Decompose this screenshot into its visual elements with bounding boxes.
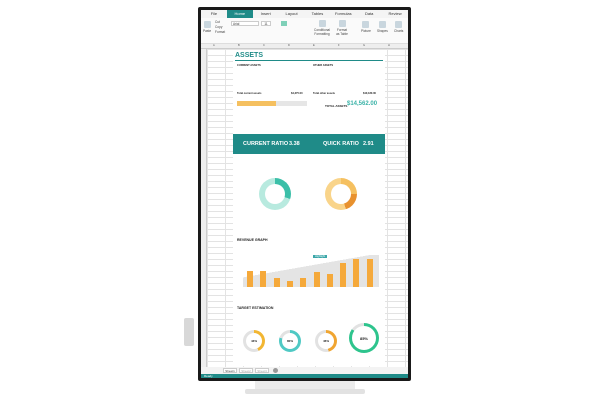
row-headers (201, 49, 207, 367)
revenue-bar (340, 263, 347, 287)
sheet-tabs-bar: Sheet1 Sheet2 Sheet3 (201, 367, 408, 374)
revenue-bar (286, 281, 293, 287)
column-header[interactable]: D (288, 44, 290, 47)
paste-button[interactable]: Paste (203, 21, 211, 33)
tab-data[interactable]: Data (364, 11, 374, 16)
other-total-label: Total other assets (313, 92, 336, 95)
add-sheet-icon[interactable] (273, 368, 278, 373)
spreadsheet-app: File Home Insert Layout Tables Formulas Data Re… (201, 10, 408, 378)
ribbon-tabs: File Home Insert Layout Tables Formulas Data Re… (201, 10, 408, 18)
current-total-label: Total current assets (237, 92, 262, 95)
highlight-label: Highlight (313, 255, 328, 258)
font-select[interactable]: Arial (231, 21, 259, 26)
format-painter-button[interactable]: Format (215, 30, 226, 34)
cut-button[interactable]: Cut (215, 20, 220, 24)
font-size-select[interactable]: 11 (261, 21, 271, 26)
tab-formulas[interactable]: Formulas (334, 11, 352, 16)
revenue-bar (247, 270, 253, 287)
target-gauge: 46% (315, 330, 337, 352)
current-assets-header: CURRENT ASSETS (237, 64, 261, 67)
monitor-stand-neck (255, 381, 355, 390)
revenue-graph-title: REVENUE GRAPH (237, 238, 268, 242)
format-as-table-button[interactable]: Format as Table (335, 20, 349, 36)
other-assets-header: OTHER ASSETS (313, 64, 334, 67)
column-header[interactable]: G (363, 44, 366, 47)
target-percent: 46% (322, 339, 329, 343)
liabilities-donut (325, 178, 357, 210)
ratio-banner: CURRENT RATIO 3.38 QUICK RATIO 2.91 (233, 134, 385, 154)
assets-title: ASSETS (235, 52, 264, 59)
target-gauge: 43% (243, 330, 265, 352)
tab-review[interactable]: Review (388, 11, 402, 16)
quick-ratio-value: 2.91 (363, 141, 374, 147)
current-ratio-value: 3.38 (289, 141, 300, 147)
tab-layout[interactable]: Layout (285, 11, 298, 16)
revenue-bar (366, 258, 373, 287)
table-icon (338, 20, 346, 27)
target-estimation-title: TARGET ESTIMATION (237, 306, 274, 310)
progress-bar (237, 101, 307, 106)
monitor-stand-base (245, 389, 365, 394)
dashboard-sheet: ASSETS CURRENT ASSETS OTHER ASSETS Total… (233, 50, 385, 366)
tab-home[interactable]: Home (226, 10, 253, 18)
target-percent: 85% (359, 336, 368, 341)
column-header[interactable]: H (388, 44, 390, 47)
shapes-button[interactable]: Shapes (377, 21, 388, 33)
tab-insert[interactable]: Insert (260, 11, 271, 16)
column-header[interactable]: A (213, 44, 215, 47)
revenue-bar (273, 278, 280, 287)
current-ratio-label: CURRENT RATIO (243, 141, 289, 147)
monitor-side-button (184, 318, 194, 346)
column-header[interactable]: B (238, 44, 240, 47)
total-assets-label: TOTAL ASSETS (325, 104, 348, 108)
conditional-formatting-button[interactable]: Conditional Formatting (313, 20, 331, 36)
paste-icon (203, 21, 211, 28)
current-assets-donut (259, 178, 291, 210)
quick-ratio-label: QUICK RATIO (323, 141, 359, 147)
target-gauge: 80% (279, 330, 301, 352)
ribbon-toolbar: Paste Cut Copy Format Arial 11 Condition… (201, 18, 408, 44)
sheet-tab-1[interactable]: Sheet1 (223, 368, 237, 373)
column-header[interactable]: C (263, 44, 265, 47)
target-percent: 80% (286, 339, 293, 343)
other-total-value: $10,180.00 (363, 92, 376, 95)
revenue-chart (243, 255, 379, 287)
sheet-tab-3[interactable]: Sheet3 (255, 368, 269, 373)
copy-button[interactable]: Copy (215, 25, 223, 29)
target-gauge: 85% (349, 323, 379, 353)
revenue-bar (326, 273, 333, 287)
revenue-bar (353, 258, 360, 287)
align-center-button[interactable] (281, 21, 287, 26)
chart-icon (395, 21, 403, 28)
tab-file[interactable]: File (210, 11, 218, 16)
conditional-formatting-icon (318, 20, 326, 27)
column-header[interactable]: F (338, 44, 340, 47)
revenue-bar (300, 278, 307, 287)
column-header[interactable]: E (313, 44, 315, 47)
tab-tables[interactable]: Tables (311, 11, 324, 16)
sheet-tab-2[interactable]: Sheet2 (239, 368, 253, 373)
total-assets-value: $14,562.00 (347, 101, 378, 107)
picture-button[interactable]: Picture (361, 21, 371, 33)
status-bar: Ready (201, 374, 408, 378)
picture-icon (362, 21, 370, 28)
target-percent: 43% (250, 339, 257, 343)
charts-button[interactable]: Charts (394, 21, 403, 33)
shapes-icon (378, 21, 386, 28)
column-headers: A B C D E F G H (201, 44, 408, 49)
current-total-value: $4,375.00 (291, 92, 303, 95)
revenue-bar (260, 270, 267, 287)
revenue-bar (313, 272, 320, 287)
